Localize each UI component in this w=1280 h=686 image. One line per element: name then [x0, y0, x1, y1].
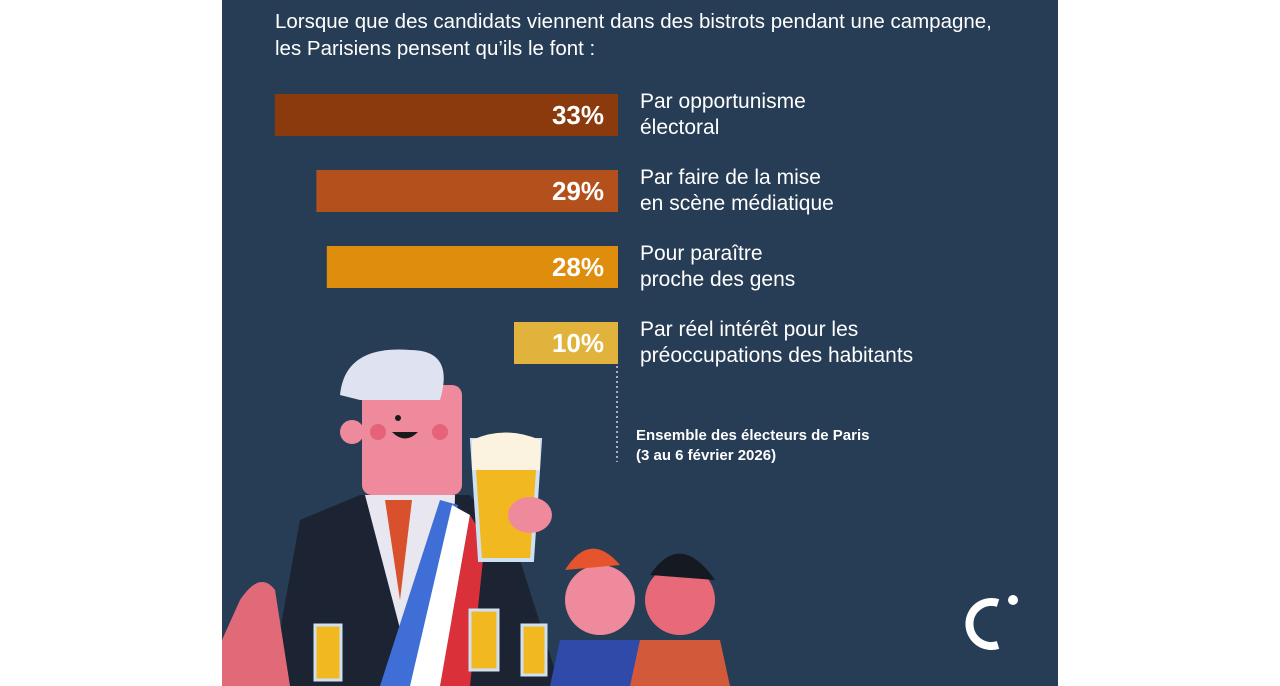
category-label: Par réel intérêt pour les préoccupations…	[640, 318, 914, 367]
bar	[326, 246, 618, 288]
bar	[316, 170, 618, 212]
value-label: 28%	[551, 252, 604, 282]
value-label: 10%	[551, 328, 604, 358]
bar	[274, 94, 618, 136]
category-label: Pour paraître proche des gens	[640, 242, 796, 291]
category-label: Par opportunisme électoral	[640, 90, 806, 139]
value-label: 29%	[551, 176, 604, 206]
category-label: Par faire de la mise en scène médiatique	[640, 166, 834, 215]
bar	[514, 322, 618, 364]
value-label: 33%	[551, 100, 604, 130]
chart-title: Lorsque que des candidats viennent dans …	[275, 10, 992, 60]
logo	[965, 595, 1018, 650]
note: Ensemble des électeurs de Paris (3 au 6 …	[636, 427, 870, 464]
illustration	[222, 349, 730, 686]
